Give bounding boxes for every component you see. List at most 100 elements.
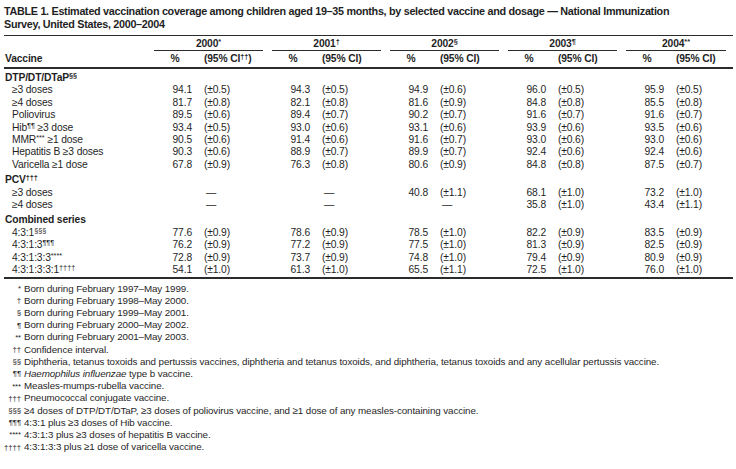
table-row: 4:3:1§§§77.6(±0.9)78.6(±0.9)78.5(±1.0)82… [4, 227, 733, 239]
footnote-text: Measles-mumps-rubella vaccine. [21, 380, 164, 392]
ci-cell: (±1.0) [316, 264, 388, 277]
vaccination-coverage-table: 2000* 2001† 2002§ 2003¶ 2004** Vaccine % [4, 35, 733, 279]
footnote: §Born during February 1999–May 2001. [4, 307, 733, 319]
row-label: 4:3:1:3¶¶¶ [4, 239, 152, 251]
row-label: PCV††† [4, 171, 152, 186]
percent-cell: 89.5 [152, 109, 198, 121]
footnote-symbol: ** [4, 331, 21, 343]
ci-cell: (±0.6) [316, 122, 388, 134]
percent-cell: 87.5 [624, 159, 670, 171]
ci-cell: (±0.6) [316, 134, 388, 146]
footnote-symbol: †† [4, 344, 21, 356]
percent-cell: 91.4 [270, 134, 316, 146]
percent-cell: 96.0 [506, 84, 552, 96]
footnote: ††Confidence interval. [4, 344, 733, 356]
table-row: 4:3:1:3:3****72.8(±0.9)73.7(±0.9)74.8(±1… [4, 252, 733, 264]
percent-cell: 74.8 [388, 252, 434, 264]
ci-cell: (±1.0) [434, 252, 506, 264]
ci-cell: (±0.9) [670, 227, 733, 239]
row-label: ≥4 doses [4, 97, 152, 109]
row-label: ≥3 doses [4, 84, 152, 96]
footnote: §§Diphtheria, tetanus toxoids and pertus… [4, 356, 733, 368]
ci-column-header: (95% CI††) [198, 51, 270, 68]
row-label: 4:3:1§§§ [4, 227, 152, 239]
percent-cell: 91.6 [506, 109, 552, 121]
row-label: 4:3:1:3:3**** [4, 252, 152, 264]
section-filler [152, 68, 733, 84]
year-header: 2000* [152, 36, 270, 52]
percent-cell: 76.3 [270, 159, 316, 171]
ci-cell: (±0.9) [434, 159, 506, 171]
ci-cell: (±0.8) [198, 97, 270, 109]
ci-cell: (±0.6) [198, 134, 270, 146]
row-label: 4:3:1:3:3:1†††† [4, 264, 152, 277]
ci-cell: (±0.8) [316, 97, 388, 109]
no-data-cell: — [152, 187, 270, 199]
footnote-symbol: †††† [4, 441, 21, 453]
percent-cell: 67.8 [152, 159, 198, 171]
footnote: ¶¶Haemophilus influenzae type b vaccine. [4, 368, 733, 380]
ci-cell: (±0.9) [670, 239, 733, 251]
ci-cell: (±1.0) [434, 227, 506, 239]
percent-cell: 77.2 [270, 239, 316, 251]
row-label: MMR*** ≥1 dose [4, 134, 152, 146]
ci-cell: (±0.9) [316, 227, 388, 239]
ci-cell: (±1.0) [434, 239, 506, 251]
percent-cell: 94.3 [270, 84, 316, 96]
table-row: Poliovirus89.5(±0.6)89.4(±0.7)90.2(±0.7)… [4, 109, 733, 121]
table-row: ≥4 doses———35.8(±1.0)43.4(±1.1) [4, 199, 733, 211]
percent-cell: 43.4 [624, 199, 670, 211]
footnote-symbol: ¶ [4, 319, 21, 331]
percent-cell: 88.9 [270, 146, 316, 158]
ci-cell: (±0.8) [552, 97, 624, 109]
ci-cell: (±0.9) [670, 252, 733, 264]
percent-column-header: % [152, 51, 198, 68]
table-row: Varicella ≥1 dose67.8(±0.9)76.3(±0.8)80.… [4, 159, 733, 171]
footnote-symbol: ¶¶¶ [4, 417, 21, 429]
ci-cell: (±0.5) [198, 84, 270, 96]
year-header: 2002§ [388, 36, 506, 52]
ci-cell: (±0.8) [316, 159, 388, 171]
footnote-symbol: ††† [4, 392, 21, 404]
table-row: MMR*** ≥1 dose90.5(±0.6)91.4(±0.6)91.6(±… [4, 134, 733, 146]
percent-cell: 81.3 [506, 239, 552, 251]
percent-cell: 82.5 [624, 239, 670, 251]
ci-cell: (±0.5) [316, 84, 388, 96]
ci-column-header: (95% CI) [670, 51, 733, 68]
ci-cell: (±1.0) [198, 264, 270, 277]
ci-cell: (±0.9) [198, 252, 270, 264]
footnote: ***Measles-mumps-rubella vaccine. [4, 380, 733, 392]
percent-cell: 93.0 [624, 134, 670, 146]
footnote-text: 4:3:1:3:3 plus ≥1 dose of varicella vacc… [21, 441, 204, 453]
ci-cell: (±0.5) [552, 84, 624, 96]
ci-cell: (±1.1) [434, 187, 506, 199]
table-title-line2: Survey, United States, 2000–2004 [4, 18, 733, 31]
percent-cell: 93.0 [270, 122, 316, 134]
table-body: DTP/DT/DTaP§§≥3 doses94.1(±0.5)94.3(±0.5… [4, 68, 733, 278]
percent-cell: 89.4 [270, 109, 316, 121]
table-row: Hib¶¶ ≥3 dose93.4(±0.5)93.0(±0.6)93.1(±0… [4, 122, 733, 134]
section-row: DTP/DT/DTaP§§ [4, 68, 733, 84]
ci-cell: (±0.7) [552, 109, 624, 121]
footnote-text: Diphtheria, tetanus toxoids and pertussi… [21, 356, 659, 368]
row-label: Hepatitis B ≥3 doses [4, 146, 152, 158]
ci-cell: (±1.1) [670, 199, 733, 211]
ci-cell: (±0.6) [552, 146, 624, 158]
ci-cell: (±0.6) [198, 109, 270, 121]
footnote: ††††4:3:1:3:3 plus ≥1 dose of varicella … [4, 441, 733, 453]
percent-column-header: % [270, 51, 316, 68]
ci-cell: (±0.9) [198, 159, 270, 171]
percent-cell: 40.8 [388, 187, 434, 199]
percent-cell: 72.8 [152, 252, 198, 264]
ci-cell: (±0.6) [670, 146, 733, 158]
ci-cell: (±0.6) [552, 122, 624, 134]
ci-column-header: (95% CI) [316, 51, 388, 68]
ci-cell: (±0.9) [434, 97, 506, 109]
ci-cell: (±0.6) [670, 122, 733, 134]
year-header: 2004** [624, 36, 733, 52]
percent-cell: 83.5 [624, 227, 670, 239]
ci-cell: (±0.6) [198, 146, 270, 158]
percent-cell: 79.4 [506, 252, 552, 264]
table-header: 2000* 2001† 2002§ 2003¶ 2004** Vaccine % [4, 36, 733, 69]
footnote-text: Born during February 1998–May 2000. [21, 295, 189, 307]
